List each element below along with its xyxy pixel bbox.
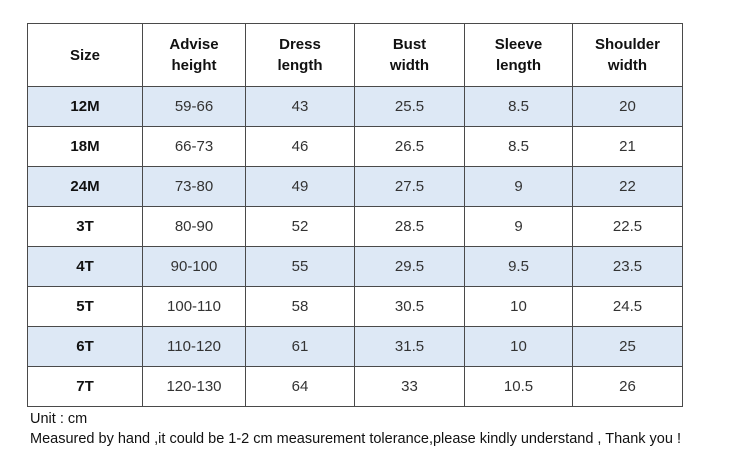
header-advise-height: Advise height: [142, 23, 246, 87]
cell-dress-length: 52: [245, 206, 355, 247]
table-row: 18M 66-73 46 26.5 8.5 21: [27, 126, 683, 167]
cell-shoulder-width: 23.5: [572, 246, 683, 287]
cell-advise-height: 66-73: [142, 126, 246, 167]
cell-bust-width: 25.5: [354, 86, 465, 127]
cell-advise-height: 90-100: [142, 246, 246, 287]
table-row: 12M 59-66 43 25.5 8.5 20: [27, 86, 683, 127]
cell-bust-width: 30.5: [354, 286, 465, 327]
cell-size: 12M: [27, 86, 143, 127]
cell-advise-height: 120-130: [142, 366, 246, 407]
header-shoulder-width: Shoulder width: [572, 23, 683, 87]
measurement-disclaimer: Measured by hand ,it could be 1-2 cm mea…: [30, 431, 681, 447]
cell-sleeve-length: 10: [464, 286, 573, 327]
cell-bust-width: 28.5: [354, 206, 465, 247]
table-row: 24M 73-80 49 27.5 9 22: [27, 166, 683, 207]
cell-shoulder-width: 24.5: [572, 286, 683, 327]
cell-advise-height: 80-90: [142, 206, 246, 247]
header-size: Size: [27, 23, 143, 87]
table-row: 6T 110-120 61 31.5 10 25: [27, 326, 683, 367]
cell-size: 6T: [27, 326, 143, 367]
cell-shoulder-width: 22: [572, 166, 683, 207]
table-row: 4T 90-100 55 29.5 9.5 23.5: [27, 246, 683, 287]
header-bust-width: Bust width: [354, 23, 465, 87]
cell-dress-length: 49: [245, 166, 355, 207]
cell-advise-height: 59-66: [142, 86, 246, 127]
cell-sleeve-length: 9: [464, 206, 573, 247]
table-body: 12M 59-66 43 25.5 8.5 20 18M 66-73 46 26.5 8.5 21 24…: [27, 86, 683, 407]
cell-size: 3T: [27, 206, 143, 247]
cell-advise-height: 73-80: [142, 166, 246, 207]
cell-sleeve-length: 9: [464, 166, 573, 207]
cell-sleeve-length: 8.5: [464, 86, 573, 127]
cell-size: 4T: [27, 246, 143, 287]
table-row: 3T 80-90 52 28.5 9 22.5: [27, 206, 683, 247]
cell-dress-length: 64: [245, 366, 355, 407]
cell-bust-width: 33: [354, 366, 465, 407]
cell-advise-height: 110-120: [142, 326, 246, 367]
cell-size: 5T: [27, 286, 143, 327]
cell-bust-width: 31.5: [354, 326, 465, 367]
cell-shoulder-width: 26: [572, 366, 683, 407]
cell-sleeve-length: 10: [464, 326, 573, 367]
cell-advise-height: 100-110: [142, 286, 246, 327]
cell-bust-width: 26.5: [354, 126, 465, 167]
cell-shoulder-width: 21: [572, 126, 683, 167]
cell-shoulder-width: 20: [572, 86, 683, 127]
cell-dress-length: 46: [245, 126, 355, 167]
cell-sleeve-length: 10.5: [464, 366, 573, 407]
unit-note: Unit : cm: [30, 411, 88, 427]
cell-shoulder-width: 22.5: [572, 206, 683, 247]
cell-size: 18M: [27, 126, 143, 167]
cell-dress-length: 55: [245, 246, 355, 287]
cell-sleeve-length: 8.5: [464, 126, 573, 167]
cell-size: 24M: [27, 166, 143, 207]
cell-size: 7T: [27, 366, 143, 407]
table-row: 7T 120-130 64 33 10.5 26: [27, 366, 683, 407]
notes: Unit : cm Measured by hand ,it could be …: [30, 409, 681, 449]
size-chart-table: Size Advise height Dress length Bust width Slee…: [27, 23, 683, 407]
cell-dress-length: 61: [245, 326, 355, 367]
cell-shoulder-width: 25: [572, 326, 683, 367]
table-row: 5T 100-110 58 30.5 10 24.5: [27, 286, 683, 327]
cell-dress-length: 58: [245, 286, 355, 327]
cell-sleeve-length: 9.5: [464, 246, 573, 287]
header-dress-length: Dress length: [245, 23, 355, 87]
header-row: Size Advise height Dress length Bust width Slee…: [27, 23, 683, 87]
cell-dress-length: 43: [245, 86, 355, 127]
header-sleeve-length: Sleeve length: [464, 23, 573, 87]
cell-bust-width: 27.5: [354, 166, 465, 207]
cell-bust-width: 29.5: [354, 246, 465, 287]
